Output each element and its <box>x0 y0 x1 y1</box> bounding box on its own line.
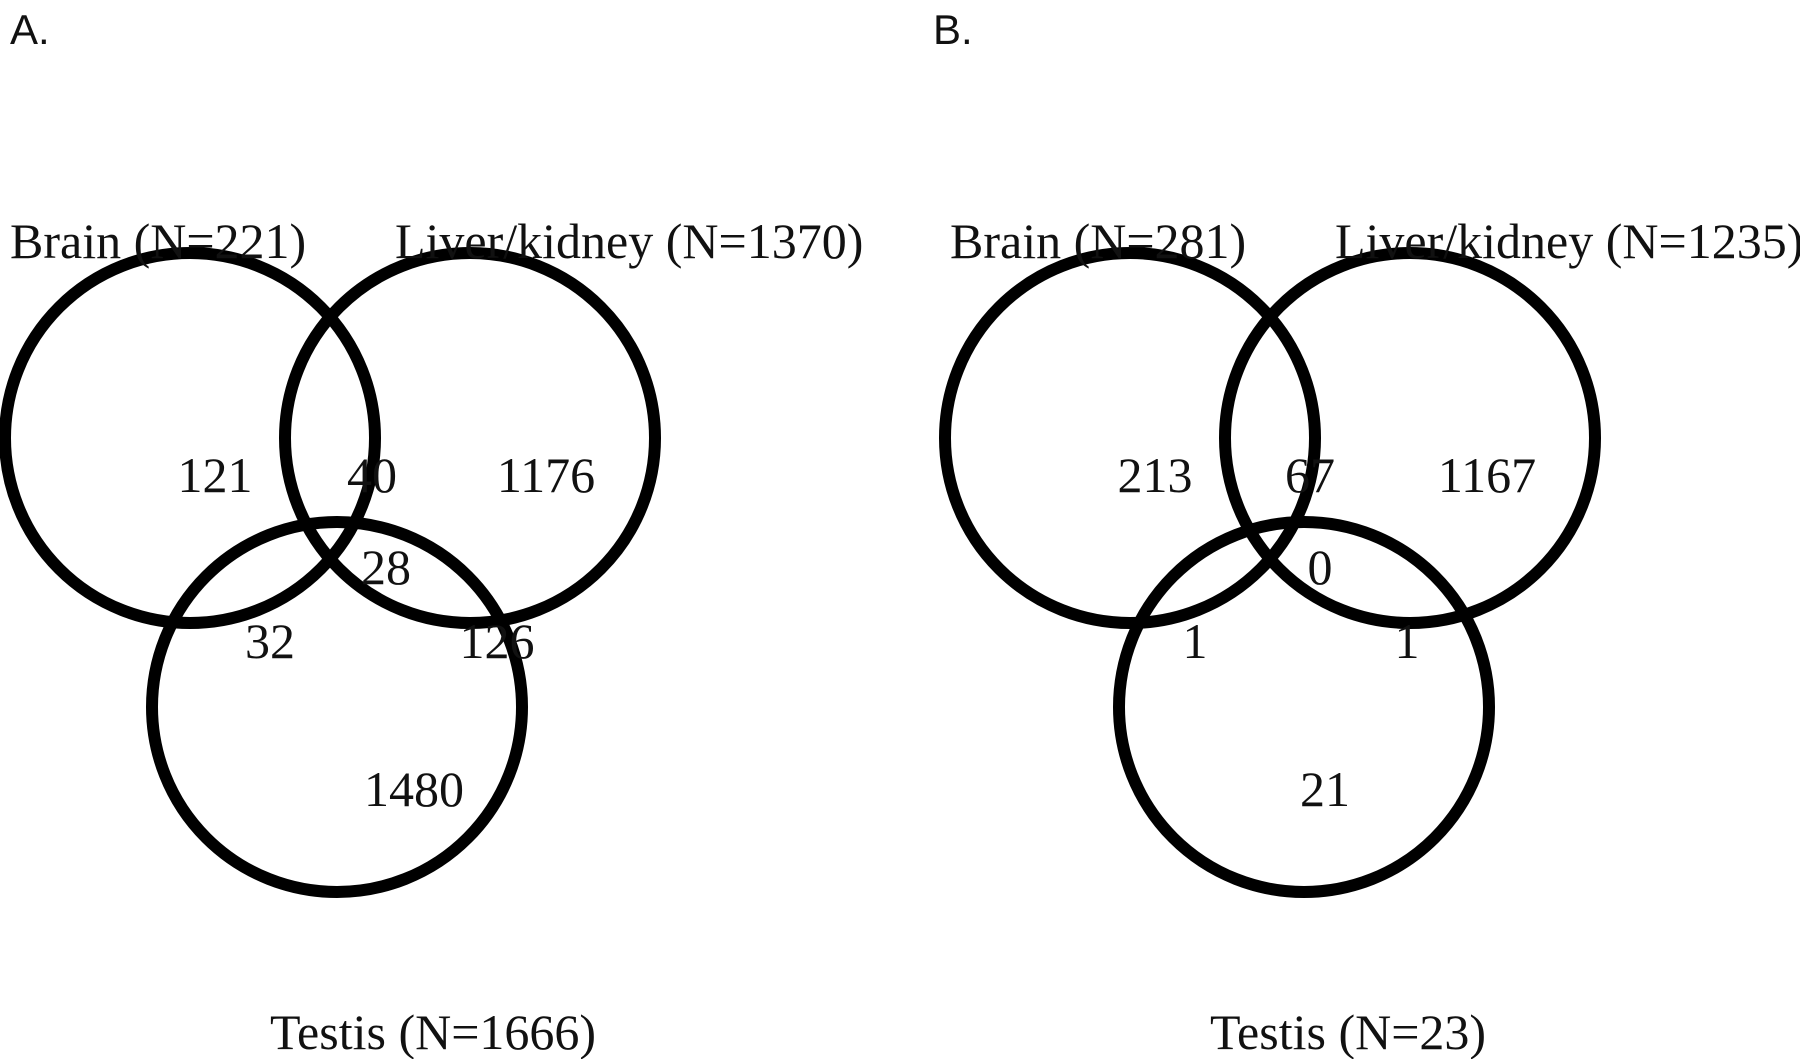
panel-b-testis-only-count: 21 <box>1300 761 1350 817</box>
panel-b-brain-label: Brain (N=281) <box>950 213 1246 269</box>
panel-a-liver-only-count: 1176 <box>497 447 595 503</box>
panel-a-liver-kidney-label: Liver/kidney (N=1370) <box>395 213 863 269</box>
panel-a-testis-label: Testis (N=1666) <box>270 1004 596 1059</box>
panel-a-brain-testis-count: 32 <box>245 613 295 669</box>
panel-a-all-three-count: 28 <box>361 539 411 595</box>
panel-a-liver-testis-count: 126 <box>460 613 535 669</box>
panel-b-liver-only-count: 1167 <box>1438 447 1536 503</box>
panel-a-brain-label: Brain (N=221) <box>10 213 306 269</box>
panel-b-liver-kidney-circle <box>1219 247 1601 629</box>
panel-b-brain-testis-count: 1 <box>1183 613 1208 669</box>
panel-b-brain-liver-count: 67 <box>1285 447 1335 503</box>
panel-a-testis-circle <box>146 516 528 898</box>
panel-a-brain-liver-count: 40 <box>347 447 397 503</box>
panel-b-all-three-count: 0 <box>1308 539 1333 595</box>
panel-a: A. Brain (N=221) Liver/kidney (N=1370) T… <box>0 6 863 1059</box>
panel-a-testis-only-count: 1480 <box>364 761 464 817</box>
panel-a-liver-kidney-circle <box>279 247 661 629</box>
panel-b-testis-circle <box>1113 516 1495 898</box>
panel-b: B. Brain (N=281) Liver/kidney (N=1235) T… <box>933 6 1800 1059</box>
panel-b-liver-kidney-label: Liver/kidney (N=1235) <box>1335 213 1800 269</box>
panel-b-brain-only-count: 213 <box>1118 447 1193 503</box>
panel-b-letter: B. <box>933 6 973 53</box>
panel-a-brain-only-count: 121 <box>178 447 253 503</box>
panel-b-testis-label: Testis (N=23) <box>1210 1004 1486 1059</box>
panel-a-letter: A. <box>10 6 50 53</box>
panel-a-brain-circle <box>0 247 381 629</box>
panel-b-liver-testis-count: 1 <box>1395 613 1420 669</box>
panel-b-brain-circle <box>939 247 1321 629</box>
